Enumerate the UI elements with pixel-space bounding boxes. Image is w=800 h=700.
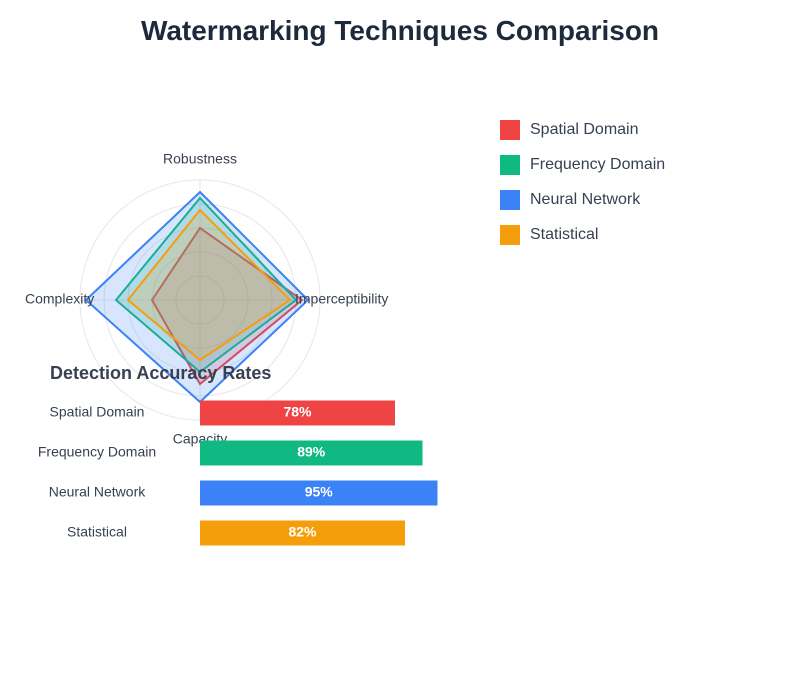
radar-series-spatial-domain xyxy=(150,226,304,386)
legend-swatch xyxy=(500,120,520,140)
bar-chart: Detection Accuracy Rates Spatial Domain 78… xyxy=(38,363,438,546)
bar-value-label: 95% xyxy=(305,484,334,500)
bar-value-label: 89% xyxy=(297,444,326,460)
bar-category-label: Neural Network xyxy=(49,484,146,500)
bar-chart-title: Detection Accuracy Rates xyxy=(50,363,271,383)
legend-swatch xyxy=(500,155,520,175)
bar-value-label: 82% xyxy=(288,524,317,540)
radar-axis-label: Robustness xyxy=(163,151,237,167)
bar xyxy=(200,400,395,426)
bar-category-label: Frequency Domain xyxy=(38,444,156,460)
legend-label: Statistical xyxy=(530,226,598,243)
legend-swatch xyxy=(500,190,520,210)
bar-category-label: Statistical xyxy=(67,524,127,540)
bar-category-label: Spatial Domain xyxy=(50,404,145,420)
legend-label: Spatial Domain xyxy=(530,121,639,138)
radar-series-statistical xyxy=(126,208,292,362)
bar xyxy=(200,520,405,546)
radar-chart: RobustnessImperceptibilityCapacityComple… xyxy=(25,151,388,447)
legend-label: Neural Network xyxy=(530,191,641,208)
bar xyxy=(200,480,438,506)
legend: Spatial Domain Frequency Domain Neural Net… xyxy=(500,120,665,245)
radar-axis-label: Complexity xyxy=(25,291,94,307)
bar-value-label: 78% xyxy=(283,404,312,420)
bar xyxy=(200,440,423,466)
chart-title: Watermarking Techniques Comparison xyxy=(141,15,659,46)
legend-label: Frequency Domain xyxy=(530,156,665,173)
legend-swatch xyxy=(500,225,520,245)
radar-axis-label: Imperceptibility xyxy=(295,291,388,307)
